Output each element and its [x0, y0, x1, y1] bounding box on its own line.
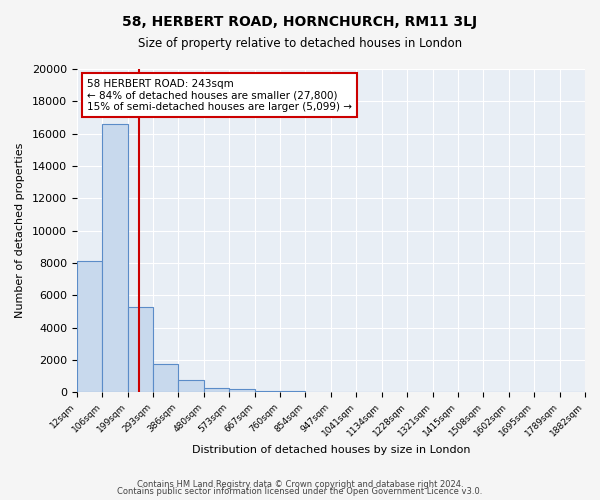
Bar: [102, 124, 128, 392]
Bar: [178, 380, 204, 392]
Text: Size of property relative to detached houses in London: Size of property relative to detached ho…: [138, 38, 462, 51]
Bar: [280, 391, 305, 392]
Y-axis label: Number of detached properties: Number of detached properties: [15, 143, 25, 318]
Bar: [254, 390, 280, 392]
Text: Contains public sector information licensed under the Open Government Licence v3: Contains public sector information licen…: [118, 487, 482, 496]
Bar: [229, 390, 254, 392]
Bar: [204, 388, 229, 392]
Text: 58, HERBERT ROAD, HORNCHURCH, RM11 3LJ: 58, HERBERT ROAD, HORNCHURCH, RM11 3LJ: [122, 15, 478, 29]
Bar: [153, 364, 178, 392]
Text: 58 HERBERT ROAD: 243sqm
← 84% of detached houses are smaller (27,800)
15% of sem: 58 HERBERT ROAD: 243sqm ← 84% of detache…: [87, 78, 352, 112]
X-axis label: Distribution of detached houses by size in London: Distribution of detached houses by size …: [191, 445, 470, 455]
Text: Contains HM Land Registry data © Crown copyright and database right 2024.: Contains HM Land Registry data © Crown c…: [137, 480, 463, 489]
Bar: [77, 262, 102, 392]
Bar: [128, 306, 153, 392]
